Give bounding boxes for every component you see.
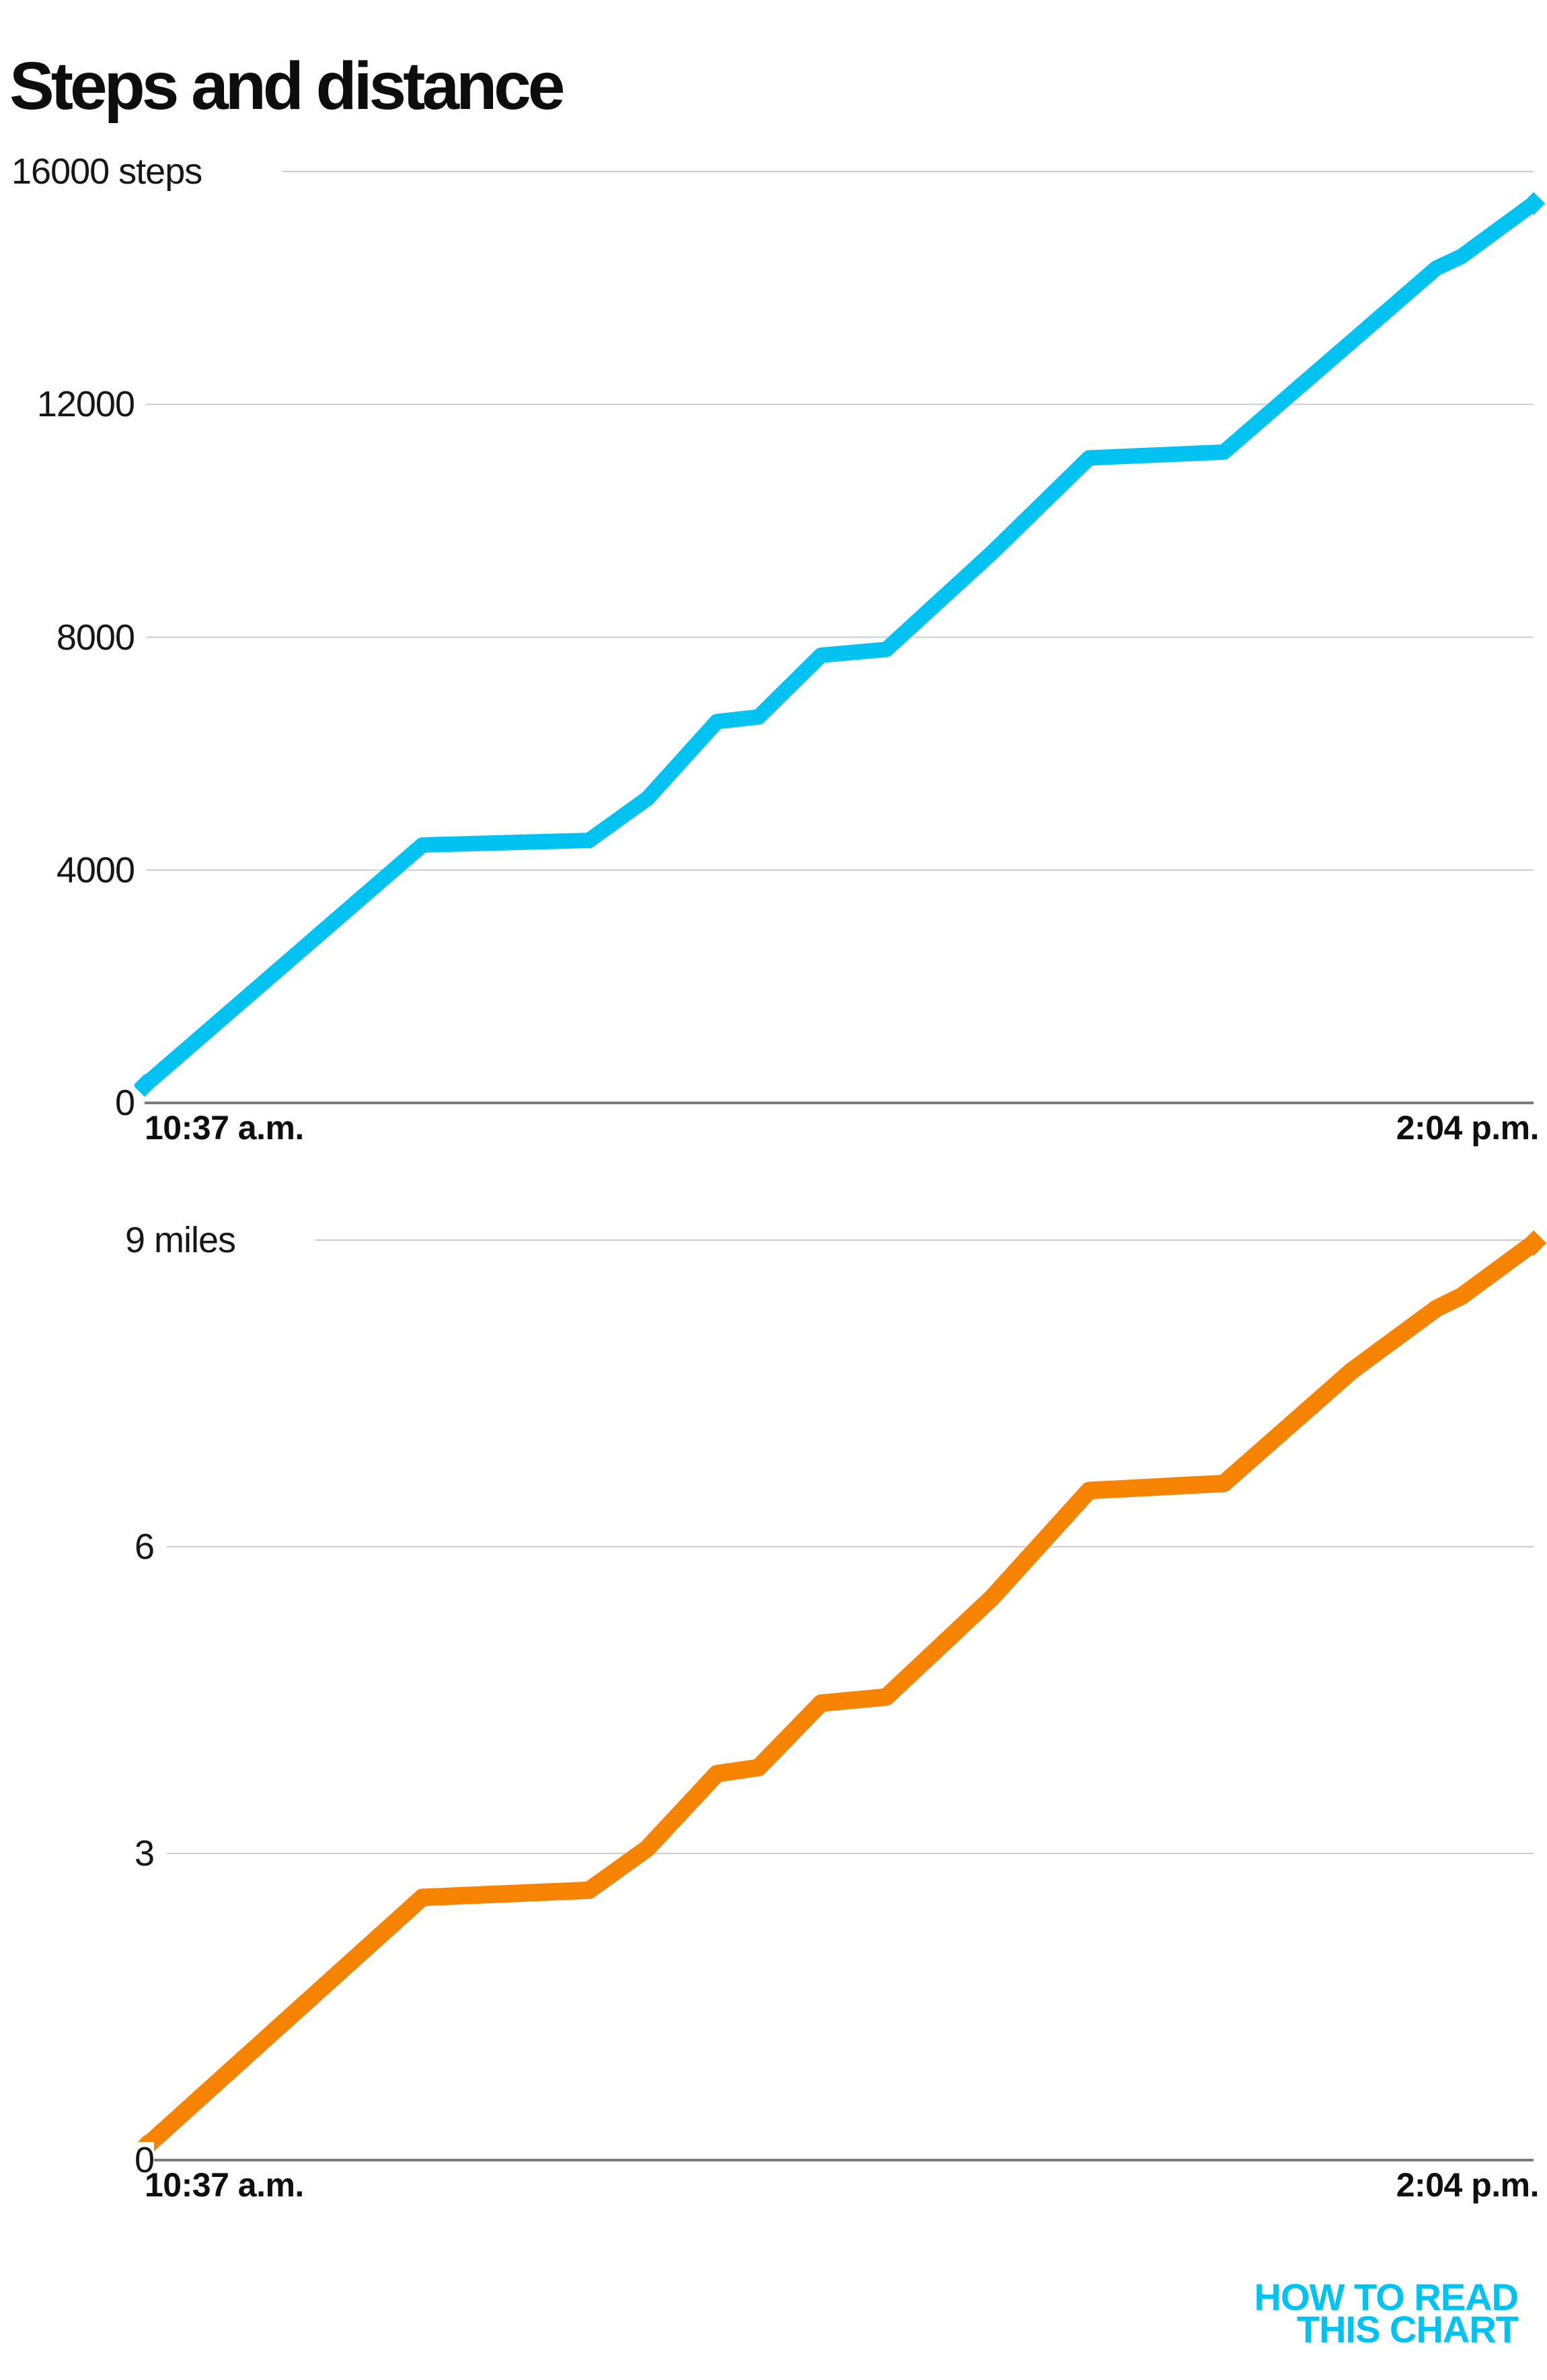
miles-ytick-3: 3	[0, 1835, 155, 1872]
miles-ytick-unit: miles	[145, 1220, 236, 1260]
steps-ytick-16000-num: 16000	[11, 151, 110, 192]
miles-ytick-0: 0	[0, 2142, 155, 2178]
steps-xlabel-end: 2:04 p.m.	[1396, 1109, 1540, 1147]
steps-ytick-16000: 16000 steps	[11, 153, 202, 190]
how-to-read-this-chart-logo: HOW TO READ THIS CHART	[1254, 2276, 1519, 2350]
miles-ytick-9-num: 9	[125, 1220, 145, 1260]
steps-start-marker	[133, 1074, 156, 1098]
steps-ytick-4000: 4000	[0, 852, 135, 888]
miles-xlabel-end: 2:04 p.m.	[1396, 2166, 1540, 2204]
steps-line	[139, 197, 1538, 1091]
miles-ytick-6: 6	[0, 1529, 155, 1565]
miles-ytick-9: 9 miles	[125, 1220, 236, 1260]
logo-line-2: THIS CHART	[1296, 2308, 1519, 2350]
miles-xlabel-start: 10:37 a.m.	[145, 2166, 304, 2204]
distance-line	[139, 1236, 1539, 2155]
steps-end-marker	[1522, 192, 1545, 215]
steps-xlabel-start: 10:37 a.m.	[145, 1109, 304, 1147]
page-title: Steps and distance	[9, 48, 565, 124]
steps-ytick-8000: 8000	[0, 619, 135, 656]
distance-end-marker	[1521, 1230, 1546, 1256]
logo-line-1: HOW TO READ	[1254, 2276, 1519, 2318]
steps-ytick-0: 0	[0, 1085, 135, 1121]
steps-ytick-unit: steps	[109, 151, 202, 192]
steps-ytick-12000: 12000	[0, 386, 135, 422]
